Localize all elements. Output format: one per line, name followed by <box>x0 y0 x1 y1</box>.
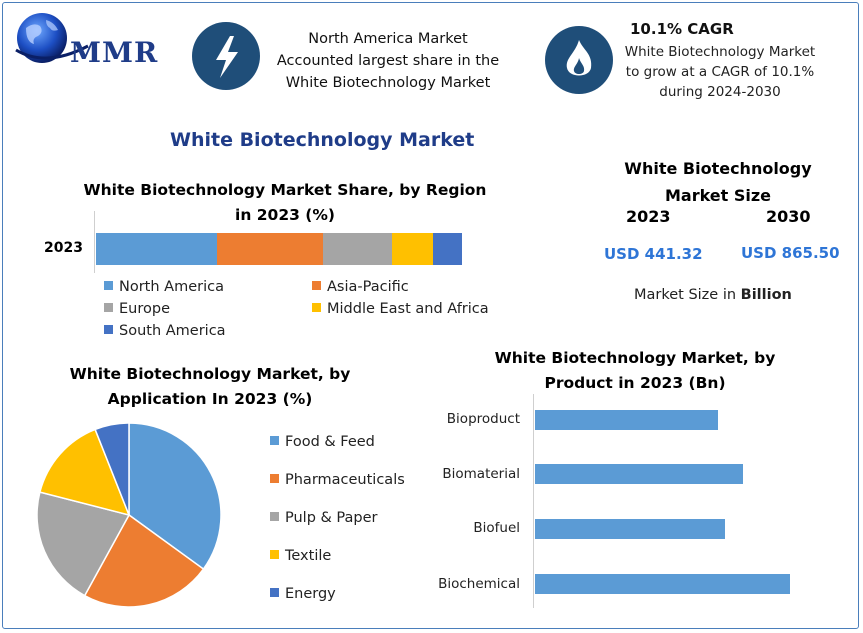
legend-label: Middle East and Africa <box>327 301 489 317</box>
legend-label: Food & Feed <box>285 434 375 450</box>
legend-swatch <box>104 281 113 290</box>
product-category-label: Biofuel <box>473 520 520 536</box>
region-bar-segment-europe <box>322 233 393 265</box>
product-bar-biofuel <box>535 519 726 539</box>
region-chart-axis-line <box>94 211 95 273</box>
market-size-title-line: White Biotechnology <box>624 159 812 178</box>
legend-swatch <box>270 436 279 445</box>
legend-pharmaceuticals: Pharmaceuticals <box>270 472 405 488</box>
legend-label: Pharmaceuticals <box>285 472 405 488</box>
north-america-line: Accounted largest share in the <box>276 53 500 69</box>
legend-textile: Textile <box>270 548 331 564</box>
legend-swatch <box>104 325 113 334</box>
market-size-title-line: Market Size <box>664 186 772 205</box>
main-title: White Biotechnology Market <box>170 129 475 151</box>
legend-europe: Europe <box>104 301 170 317</box>
legend-south-america: South America <box>104 323 226 339</box>
product-category-label: Bioproduct <box>446 411 520 427</box>
market-size-2030-value: USD 865.50 <box>741 244 840 262</box>
flame-icon-badge <box>545 26 613 94</box>
north-america-line: North America Market <box>308 31 468 47</box>
region-bar-segment-south-america <box>432 233 462 265</box>
cagr-note: White Biotechnology Market to grow at a … <box>615 42 825 102</box>
legend-label: Textile <box>285 548 332 564</box>
cagr-line: White Biotechnology Market <box>624 44 816 60</box>
region-chart-title-text: White Biotechnology Market Share, by Reg… <box>83 181 487 224</box>
legend-pulp-paper: Pulp & Paper <box>270 510 378 526</box>
market-size-unit-prefix: Market Size in <box>634 287 741 303</box>
legend-swatch <box>312 281 321 290</box>
lightning-icon-badge <box>192 22 260 90</box>
north-america-note: North America Market Accounted largest s… <box>268 28 508 94</box>
product-bar-bioproduct <box>535 410 719 430</box>
globe-icon <box>15 13 89 63</box>
region-stacked-bar <box>96 233 462 265</box>
legend-label: Energy <box>285 586 336 602</box>
logo-text: MMR <box>70 36 159 69</box>
legend-label: Pulp & Paper <box>285 510 378 526</box>
legend-middle-east-africa: Middle East and Africa <box>312 301 489 317</box>
legend-energy: Energy <box>270 586 336 602</box>
legend-asia-pacific: Asia-Pacific <box>312 279 409 295</box>
year-2023: 2023 <box>626 207 671 226</box>
legend-label: Europe <box>119 301 170 317</box>
region-chart-title: White Biotechnology Market Share, by Reg… <box>80 178 490 228</box>
region-bar-segment-north-america <box>96 233 217 265</box>
cagr-line: during 2024-2030 <box>659 84 781 100</box>
cagr-line: to grow at a CAGR of 10.1% <box>625 64 815 80</box>
pie-slice-food-feed <box>128 422 222 571</box>
north-america-line: White Biotechnology Market <box>285 75 491 91</box>
pie-slice-pulp-paper <box>36 491 131 597</box>
market-size-2023-value: USD 441.32 <box>604 245 703 263</box>
legend-swatch <box>270 512 279 521</box>
legend-label: North America <box>119 279 224 295</box>
market-size-unit-bold: Billion <box>740 287 792 303</box>
region-chart-category-label: 2023 <box>44 240 83 256</box>
legend-label: South America <box>119 323 226 339</box>
cagr-title: 10.1% CAGR <box>630 20 734 38</box>
legend-food-feed: Food & Feed <box>270 434 375 450</box>
product-category-label: Biochemical <box>438 576 520 592</box>
region-bar-segment-middle-east-and-africa <box>392 233 433 265</box>
application-chart-title-text: White Biotechnology Market, by Applicati… <box>69 365 351 408</box>
product-bar-biomaterial <box>535 464 743 484</box>
application-chart-title: White Biotechnology Market, by Applicati… <box>62 362 358 412</box>
logo: MMR <box>12 10 172 72</box>
legend-north-america: North America <box>104 279 224 295</box>
flame-icon <box>566 40 592 76</box>
product-bar-biochemical <box>535 574 790 594</box>
pie-slice-pharmaceuticals <box>83 513 205 608</box>
year-2030: 2030 <box>766 207 811 226</box>
product-chart-title-text: White Biotechnology Market, by Product i… <box>494 349 776 392</box>
legend-swatch <box>270 550 279 559</box>
legend-swatch <box>270 474 279 483</box>
application-pie-chart <box>36 422 222 608</box>
pie-slice-textile <box>38 428 131 517</box>
legend-label: Asia-Pacific <box>327 279 409 295</box>
legend-swatch <box>270 588 279 597</box>
lightning-icon <box>216 36 238 78</box>
product-chart-axis-line <box>533 394 534 608</box>
region-bar-segment-asia-pacific <box>216 233 323 265</box>
legend-swatch <box>312 303 321 312</box>
market-size-unit: Market Size in Billion <box>634 287 792 303</box>
legend-swatch <box>104 303 113 312</box>
product-category-label: Biomaterial <box>442 466 520 482</box>
pie-slice-energy <box>94 422 130 516</box>
market-size-title: White Biotechnology Market Size <box>598 155 838 209</box>
product-chart-title: White Biotechnology Market, by Product i… <box>490 346 780 396</box>
